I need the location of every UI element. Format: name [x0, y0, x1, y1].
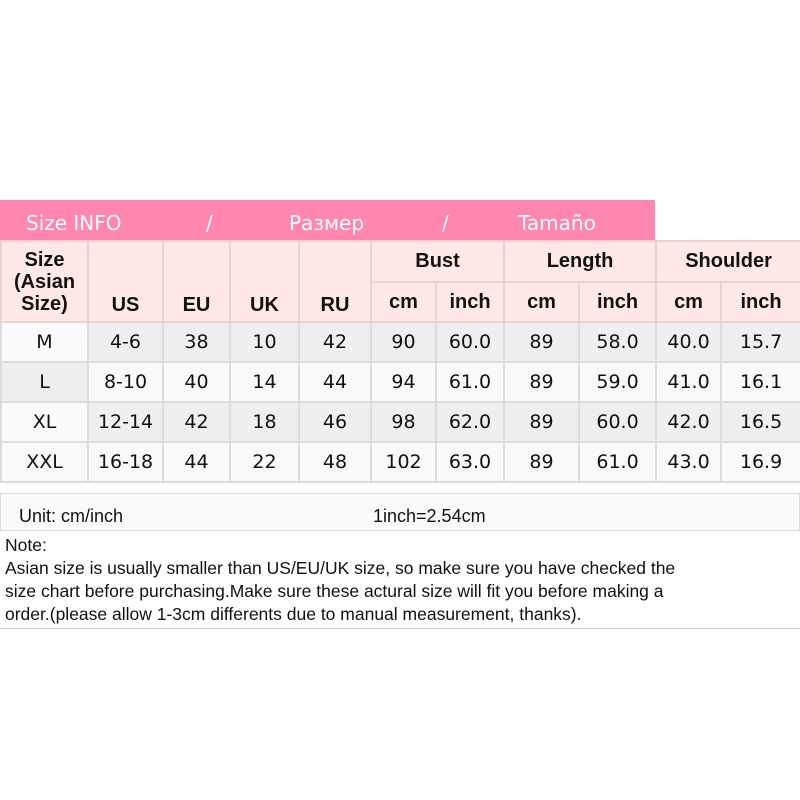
size-cell: M [0, 321, 89, 363]
table-row: L 8-10 40 14 44 94 61.0 89 59.0 41.0 16.1 [0, 361, 800, 403]
header-unit: cm [655, 281, 723, 323]
value-cell: 14 [229, 361, 300, 403]
value-cell: 43.0 [655, 441, 723, 483]
note-section: Note: Asian size is usually smaller than… [0, 531, 800, 629]
note-line: order.(please allow 1-3cm differents due… [5, 604, 582, 624]
value-cell: 16.1 [720, 361, 800, 403]
header-us: US [87, 240, 164, 323]
value-cell: 58.0 [578, 321, 658, 363]
header-unit: inch [434, 281, 506, 323]
value-cell: 89 [503, 321, 581, 363]
header-eu: EU [162, 240, 231, 323]
value-cell: 62.0 [434, 401, 506, 443]
value-cell: 63.0 [434, 441, 506, 483]
value-cell: 44 [162, 441, 231, 483]
value-cell: 89 [503, 401, 581, 443]
value-cell: 41.0 [655, 361, 723, 403]
value-cell: 89 [503, 361, 581, 403]
value-cell: 48 [298, 441, 372, 483]
table-row: XL 12-14 42 18 46 98 62.0 89 60.0 42.0 16.5 [0, 401, 800, 443]
note-heading: Note: [5, 535, 47, 555]
value-cell: 40.0 [655, 321, 723, 363]
value-cell: 12-14 [87, 401, 164, 443]
value-cell: 10 [229, 321, 300, 363]
value-cell: 16.9 [720, 441, 800, 483]
header-ru: RU [298, 240, 372, 323]
header-unit: inch [578, 281, 658, 323]
size-chart-table: Size (Asian Size) US EU UK RU Bust Lengt… [0, 240, 800, 483]
value-cell: 42 [162, 401, 231, 443]
header-length: Length [503, 240, 658, 283]
header-unit: cm [503, 281, 581, 323]
value-cell: 90 [370, 321, 437, 363]
value-cell: 59.0 [578, 361, 658, 403]
size-cell: XXL [0, 441, 89, 483]
unit-label: Unit: cm/inch [19, 506, 124, 526]
title-size-info: Size INFO [26, 211, 122, 235]
note-line: Asian size is usually smaller than US/EU… [5, 558, 676, 578]
title-separator: / [206, 211, 213, 235]
unit-conversion: 1inch=2.54cm [373, 506, 486, 526]
header-unit: cm [370, 281, 437, 323]
header-size-line: Size [24, 248, 65, 271]
value-cell: 38 [162, 321, 231, 363]
value-cell: 16-18 [87, 441, 164, 483]
title-separator: / [442, 211, 449, 235]
value-cell: 102 [370, 441, 437, 483]
size-cell: XL [0, 401, 89, 443]
size-cell: L [0, 361, 89, 403]
value-cell: 22 [229, 441, 300, 483]
value-cell: 61.0 [578, 441, 658, 483]
value-cell: 46 [298, 401, 372, 443]
value-cell: 42 [298, 321, 372, 363]
note-line: size chart before purchasing.Make sure t… [5, 581, 664, 601]
value-cell: 15.7 [720, 321, 800, 363]
value-cell: 44 [298, 361, 372, 403]
value-cell: 94 [370, 361, 437, 403]
header-shoulder: Shoulder [655, 240, 800, 283]
value-cell: 18 [229, 401, 300, 443]
value-cell: 60.0 [578, 401, 658, 443]
value-cell: 98 [370, 401, 437, 443]
title-bar: Size INFO / Размер / Tamaño [0, 200, 655, 240]
header-bust: Bust [369, 240, 506, 283]
value-cell: 42.0 [655, 401, 723, 443]
header-unit: inch [720, 281, 800, 323]
header-uk: UK [229, 240, 300, 323]
header-size: Size (Asian Size) [0, 240, 89, 323]
table-row: XXL 16-18 44 22 48 102 63.0 89 61.0 43.0 16.9 [0, 441, 800, 483]
value-cell: 40 [162, 361, 231, 403]
value-cell: 8-10 [87, 361, 164, 403]
title-russian: Размер [289, 211, 365, 235]
value-cell: 60.0 [434, 321, 506, 363]
value-cell: 61.0 [434, 361, 506, 403]
unit-row: Unit: cm/inch 1inch=2.54cm [0, 493, 800, 531]
table-row: M 4-6 38 10 42 90 60.0 89 58.0 40.0 15.7 [0, 321, 800, 363]
title-spanish: Tamaño [518, 211, 596, 235]
header-size-line: (Asian [13, 270, 76, 293]
value-cell: 16.5 [720, 401, 800, 443]
value-cell: 89 [503, 441, 581, 483]
header-size-line: Size) [21, 292, 68, 315]
value-cell: 4-6 [87, 321, 164, 363]
